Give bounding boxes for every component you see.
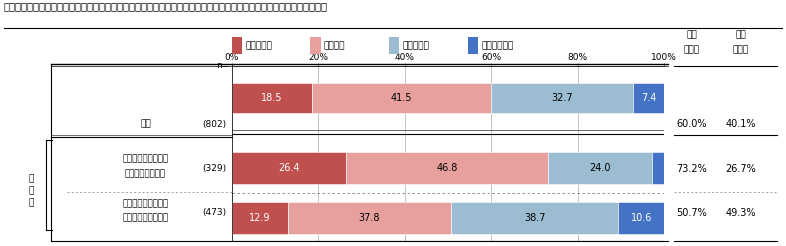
Text: 12.9: 12.9 [249,213,270,223]
Text: 37.8: 37.8 [358,213,380,223]
Text: とてもある: とてもある [245,41,272,50]
Bar [346,152,549,184]
Text: n=: n= [216,61,230,70]
Text: あまりない: あまりない [402,41,429,50]
Bar [232,202,288,234]
Text: 18.5: 18.5 [261,93,283,103]
Bar [288,202,451,234]
Bar [549,152,652,184]
Text: ある: ある [686,30,697,39]
Text: まったくない: まったくない [481,41,513,50]
Text: あなたの会社で年収の壁の存在が就労促進の妨げとなり人手不足の一因になっていると感じることがあるか（単一回答）: あなたの会社で年収の壁の存在が就労促進の妨げとなり人手不足の一因になっていると感… [4,1,328,11]
Text: 60.0%: 60.0% [677,119,707,129]
Text: 24.0: 24.0 [590,163,611,173]
Text: 40.1%: 40.1% [725,119,755,129]
Bar [312,83,491,113]
Bar [633,83,665,113]
Text: 26.7%: 26.7% [725,164,756,173]
Text: 非正規社員がいない: 非正規社員がいない [123,214,168,223]
Text: 就業調整をしている: 就業調整をしている [123,155,168,164]
Text: 38.7: 38.7 [524,213,545,223]
Bar [232,152,346,184]
Text: 26.4: 26.4 [278,163,299,173]
Text: 41.5: 41.5 [391,93,413,103]
Text: 7.4: 7.4 [641,93,656,103]
Text: （計）: （計） [684,45,700,54]
Text: 就業調整をしている: 就業調整をしている [123,199,168,208]
Bar [491,83,633,113]
Bar [232,83,312,113]
Text: 49.3%: 49.3% [725,208,755,218]
Text: （計）: （計） [733,45,748,54]
Bar [652,152,663,184]
Text: 非正規社員がいる: 非正規社員がいる [125,169,166,178]
Text: (802): (802) [202,120,226,129]
Bar [451,202,619,234]
Text: (329): (329) [202,164,226,173]
Text: 企
業
別: 企 業 別 [29,174,34,207]
Text: 10.6: 10.6 [630,213,652,223]
Bar [619,202,664,234]
Text: (473): (473) [202,208,226,217]
Text: 50.7%: 50.7% [676,208,707,218]
Text: ややある: ややある [324,41,345,50]
Text: 32.7: 32.7 [551,93,573,103]
Text: 全体: 全体 [140,120,151,129]
Text: 46.8: 46.8 [436,163,457,173]
Text: ない: ない [735,30,746,39]
Text: 73.2%: 73.2% [676,164,707,173]
